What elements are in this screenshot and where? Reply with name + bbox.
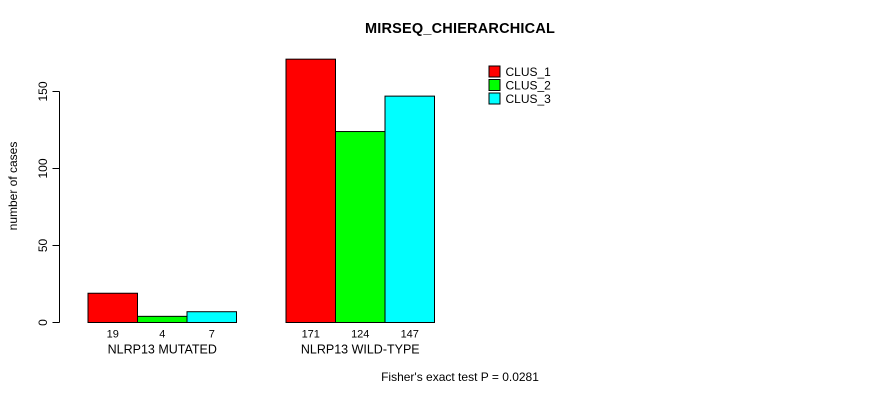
- bar-value-label: 147: [401, 329, 419, 341]
- bar-clus_1-0: [87, 292, 138, 323]
- legend-swatch-clus_2: [488, 79, 501, 91]
- bar-value-label: 7: [209, 329, 215, 341]
- legend-swatch-clus_1: [488, 65, 501, 78]
- chart-title: MIRSEQ_CHIERARCHICAL: [364, 21, 556, 37]
- y-tick-label: 0: [36, 319, 50, 326]
- bar-value-label: 124: [351, 329, 369, 341]
- bar-clus_3-0: [186, 311, 237, 324]
- y-tick-label: 50: [36, 239, 50, 253]
- bar-value-label: 171: [302, 329, 320, 341]
- bar-value-label: 4: [159, 329, 165, 341]
- legend-label: CLUS_1: [506, 65, 552, 79]
- bar-clus_2-0: [137, 315, 188, 323]
- category-label: NLRP13 WILD-TYPE: [301, 343, 420, 357]
- y-tick-label: 100: [36, 158, 50, 178]
- bar-clus_2-1: [335, 131, 386, 323]
- category-label: NLRP13 MUTATED: [108, 343, 217, 357]
- legend-label: CLUS_2: [506, 79, 552, 93]
- bar-clus_3-1: [384, 95, 435, 324]
- legend-swatch-clus_3: [488, 92, 501, 105]
- fishers-test-annotation: Fisher's exact test P = 0.0281: [381, 370, 539, 384]
- legend-label: CLUS_3: [506, 92, 552, 106]
- bar-value-label: 19: [107, 329, 119, 341]
- y-axis-title: number of cases: [6, 142, 20, 231]
- y-tick-label: 150: [36, 81, 50, 101]
- bar-clus_1-1: [285, 58, 336, 323]
